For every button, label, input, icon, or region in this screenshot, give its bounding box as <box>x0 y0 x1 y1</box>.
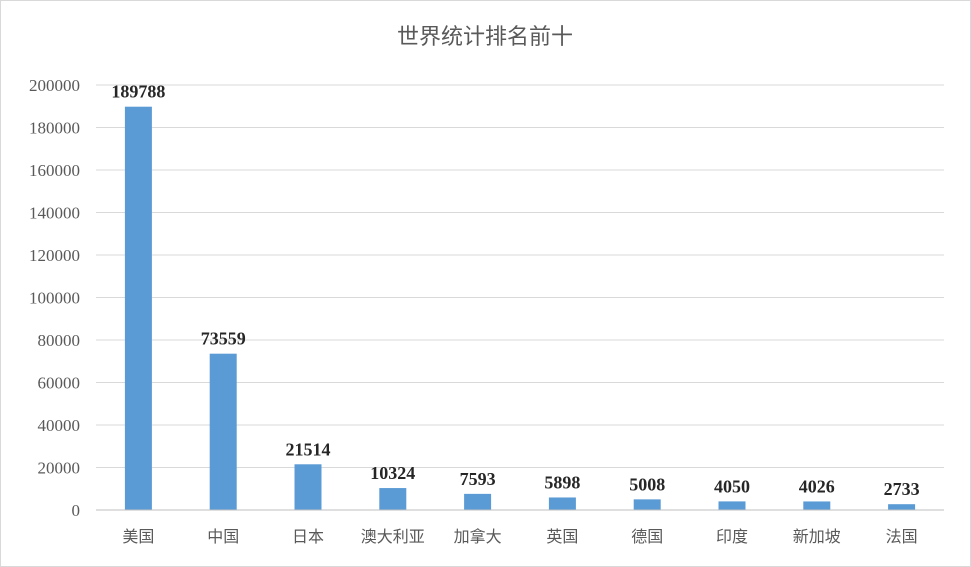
data-label: 5008 <box>629 474 665 494</box>
gridlines <box>96 84 944 468</box>
x-category-label: 日本 <box>292 527 324 546</box>
y-tick-label: 20000 <box>38 459 81 478</box>
y-tick-label: 200000 <box>29 76 80 95</box>
bar-3 <box>294 464 322 510</box>
x-category-label: 德国 <box>631 527 663 546</box>
chart-title: 世界统计排名前十 <box>397 25 573 50</box>
y-tick-label: 100000 <box>29 289 80 308</box>
data-label: 7593 <box>460 469 496 489</box>
x-category-label: 美国 <box>122 527 154 546</box>
y-tick-label: 40000 <box>38 416 81 435</box>
x-category-label: 新加坡 <box>793 527 841 546</box>
bar-4 <box>379 488 407 510</box>
data-label: 5898 <box>544 472 580 492</box>
y-tick-label: 180000 <box>29 119 80 138</box>
bar-2 <box>209 353 237 510</box>
bar-7 <box>633 499 661 510</box>
data-label: 2733 <box>884 479 920 499</box>
x-category-label: 印度 <box>716 527 748 546</box>
bar-6 <box>548 497 576 510</box>
y-tick-label: 0 <box>72 501 81 520</box>
x-axis-categories: 美国 中国 日本 澳大利亚 加拿大 英国 德国 印度 新加坡 法国 <box>122 527 917 546</box>
bar-1 <box>124 106 152 510</box>
y-axis-ticks: 0 20000 40000 60000 80000 100000 120000 140000 1… <box>29 76 80 520</box>
y-tick-label: 160000 <box>29 161 80 180</box>
bar-10 <box>888 504 916 510</box>
y-tick-label: 60000 <box>38 374 81 393</box>
bar-8 <box>718 501 746 510</box>
x-category-label: 法国 <box>886 527 918 546</box>
data-label: 189788 <box>111 82 165 102</box>
y-tick-label: 80000 <box>38 331 81 350</box>
bar-5 <box>464 493 492 510</box>
data-labels: 189788 73559 21514 10324 7593 5898 5008 4050 402… <box>111 82 919 499</box>
y-tick-label: 140000 <box>29 204 80 223</box>
x-category-label: 澳大利亚 <box>361 527 425 546</box>
x-category-label: 加拿大 <box>454 527 502 546</box>
data-label: 21514 <box>286 439 331 459</box>
x-category-label: 中国 <box>207 527 239 546</box>
data-label: 4050 <box>714 476 750 496</box>
data-label: 73559 <box>201 329 246 349</box>
data-label: 4026 <box>799 476 835 496</box>
bars <box>124 106 916 510</box>
data-label: 10324 <box>370 463 415 483</box>
bar-9 <box>803 501 831 510</box>
y-tick-label: 120000 <box>29 246 80 265</box>
x-category-label: 英国 <box>546 527 578 546</box>
